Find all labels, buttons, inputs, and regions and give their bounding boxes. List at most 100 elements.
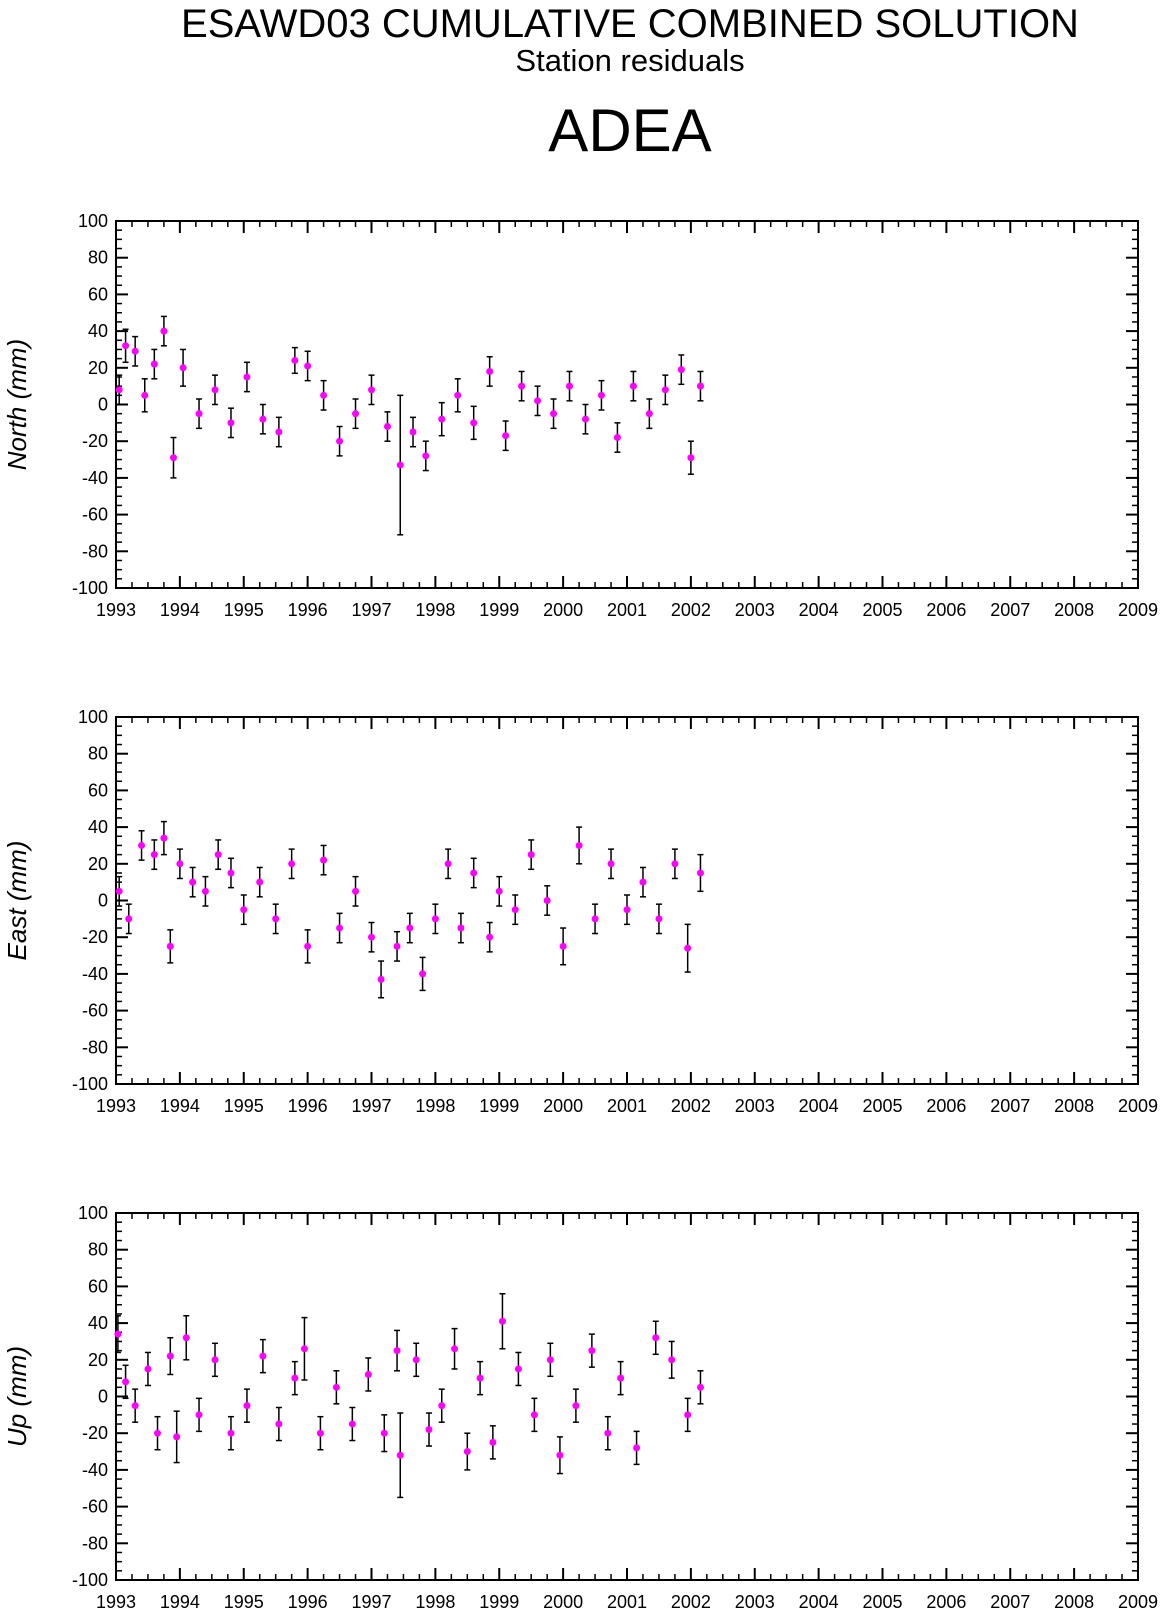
- panel-1: 1993 1994 1995 1996 1997 1998 1999 2000 2001 2002…: [2, 707, 1158, 1116]
- y-tick-label: -80: [82, 541, 108, 561]
- data-point: [419, 970, 427, 978]
- data-point: [396, 461, 404, 469]
- data-point: [179, 364, 187, 372]
- y-tick-label: -40: [82, 1460, 108, 1480]
- x-tick-label: 1996: [288, 600, 328, 620]
- panel-2: 1993 1994 1995 1996 1997 1998 1999 2000 2001 2002…: [2, 1203, 1158, 1612]
- data-point: [696, 382, 704, 390]
- x-tick-label: 2000: [543, 600, 583, 620]
- data-point: [444, 860, 452, 868]
- data-point: [364, 1370, 372, 1378]
- y-tick-label: -60: [82, 1497, 108, 1517]
- data-point: [189, 878, 197, 886]
- x-tick-label: 1998: [415, 600, 455, 620]
- data-point: [304, 942, 312, 950]
- data-point: [275, 1420, 283, 1428]
- data-point: [463, 1448, 471, 1456]
- data-point: [530, 1411, 538, 1419]
- data-point: [566, 382, 574, 390]
- data-point: [546, 1356, 554, 1364]
- x-tick-label: 2006: [926, 1096, 966, 1116]
- y-tick-label: -100: [72, 1074, 108, 1094]
- data-point: [320, 391, 328, 399]
- data-point: [141, 391, 149, 399]
- data-point: [613, 434, 621, 442]
- data-point: [201, 887, 209, 895]
- data-point: [588, 1347, 596, 1355]
- y-tick-label: -40: [82, 468, 108, 488]
- data-point: [243, 1402, 251, 1410]
- x-tick-label: 2002: [671, 1096, 711, 1116]
- x-tick-label: 1995: [224, 1592, 264, 1612]
- data-point: [166, 942, 174, 950]
- data-point: [275, 428, 283, 436]
- data-point: [169, 454, 177, 462]
- y-axis-label: East (mm): [2, 841, 32, 961]
- x-tick-label: 2001: [607, 1592, 647, 1612]
- data-point: [409, 428, 417, 436]
- data-point: [454, 391, 462, 399]
- data-point: [425, 1426, 433, 1434]
- data-point: [451, 1345, 459, 1353]
- x-tick-label: 2005: [862, 1096, 902, 1116]
- station-name: ADEA: [548, 97, 712, 164]
- x-tick-label: 2007: [990, 1096, 1030, 1116]
- x-tick-label: 2004: [799, 600, 839, 620]
- data-point: [154, 1429, 162, 1437]
- data-point: [259, 415, 267, 423]
- y-tick-label: 60: [88, 284, 108, 304]
- data-point: [300, 1345, 308, 1353]
- data-point: [511, 906, 519, 914]
- data-point: [412, 1356, 420, 1364]
- data-point: [227, 419, 235, 427]
- data-point: [377, 975, 385, 983]
- x-tick-label: 2008: [1054, 1592, 1094, 1612]
- x-tick-label: 1994: [160, 600, 200, 620]
- x-tick-label: 1995: [224, 600, 264, 620]
- data-point: [543, 897, 551, 904]
- data-point: [639, 878, 647, 886]
- data-point: [597, 391, 605, 399]
- x-tick-label: 1996: [288, 1592, 328, 1612]
- data-point: [240, 906, 248, 914]
- plot-frame: [115, 1212, 1139, 1581]
- data-point: [438, 1402, 446, 1410]
- data-point: [291, 1374, 299, 1382]
- y-tick-label: -20: [82, 927, 108, 947]
- data-point: [144, 1365, 152, 1373]
- data-point: [214, 851, 222, 859]
- data-point: [182, 1334, 190, 1342]
- y-tick-label: -20: [82, 1423, 108, 1443]
- data-point: [115, 887, 123, 895]
- y-tick-label: 80: [88, 1240, 108, 1260]
- data-point: [332, 1383, 340, 1391]
- x-tick-label: 2002: [671, 1592, 711, 1612]
- y-tick-label: -80: [82, 1533, 108, 1553]
- x-tick-label: 2002: [671, 600, 711, 620]
- x-tick-label: 2004: [799, 1592, 839, 1612]
- x-tick-label: 2009: [1118, 1096, 1158, 1116]
- data-point: [243, 373, 251, 381]
- data-point: [304, 362, 312, 370]
- main-title: ESAWD03 CUMULATIVE COMBINED SOLUTION: [181, 2, 1079, 46]
- x-tick-label: 2008: [1054, 1096, 1094, 1116]
- data-point: [125, 915, 133, 923]
- data-point: [320, 856, 328, 864]
- y-tick-label: 0: [98, 395, 108, 415]
- y-axis-label: Up (mm): [2, 1346, 32, 1447]
- data-point: [368, 386, 375, 394]
- x-tick-label: 2003: [735, 1592, 775, 1612]
- y-tick-label: 100: [78, 211, 108, 231]
- y-tick-label: -100: [72, 578, 108, 598]
- x-tick-label: 2006: [926, 600, 966, 620]
- y-tick-label: 80: [88, 248, 108, 268]
- data-point: [671, 860, 679, 868]
- y-tick-label: 20: [88, 854, 108, 874]
- data-point: [173, 1433, 181, 1441]
- data-point: [604, 1429, 612, 1437]
- data-point: [393, 1347, 401, 1355]
- x-tick-label: 1993: [96, 1096, 136, 1116]
- data-point: [556, 1451, 564, 1459]
- x-tick-label: 2003: [735, 1096, 775, 1116]
